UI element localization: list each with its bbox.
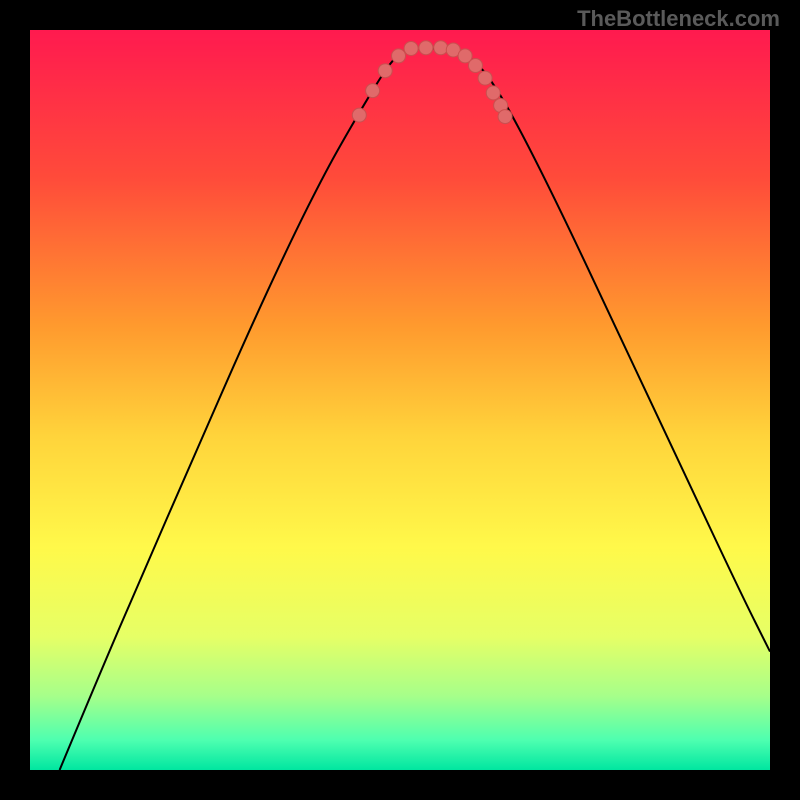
watermark-text: TheBottleneck.com bbox=[577, 6, 780, 32]
curve-marker bbox=[366, 84, 380, 98]
curve-marker bbox=[478, 71, 492, 85]
curve-marker bbox=[434, 41, 448, 55]
curve-marker bbox=[352, 108, 366, 122]
curve-marker bbox=[392, 49, 406, 63]
curve-marker bbox=[378, 64, 392, 78]
plot-gradient-background bbox=[30, 30, 770, 770]
curve-marker bbox=[486, 86, 500, 100]
curve-marker bbox=[404, 42, 418, 56]
curve-marker bbox=[498, 110, 512, 124]
curve-marker bbox=[419, 41, 433, 55]
bottleneck-curve-chart bbox=[0, 0, 800, 800]
curve-marker bbox=[468, 59, 482, 73]
chart-frame: TheBottleneck.com bbox=[0, 0, 800, 800]
